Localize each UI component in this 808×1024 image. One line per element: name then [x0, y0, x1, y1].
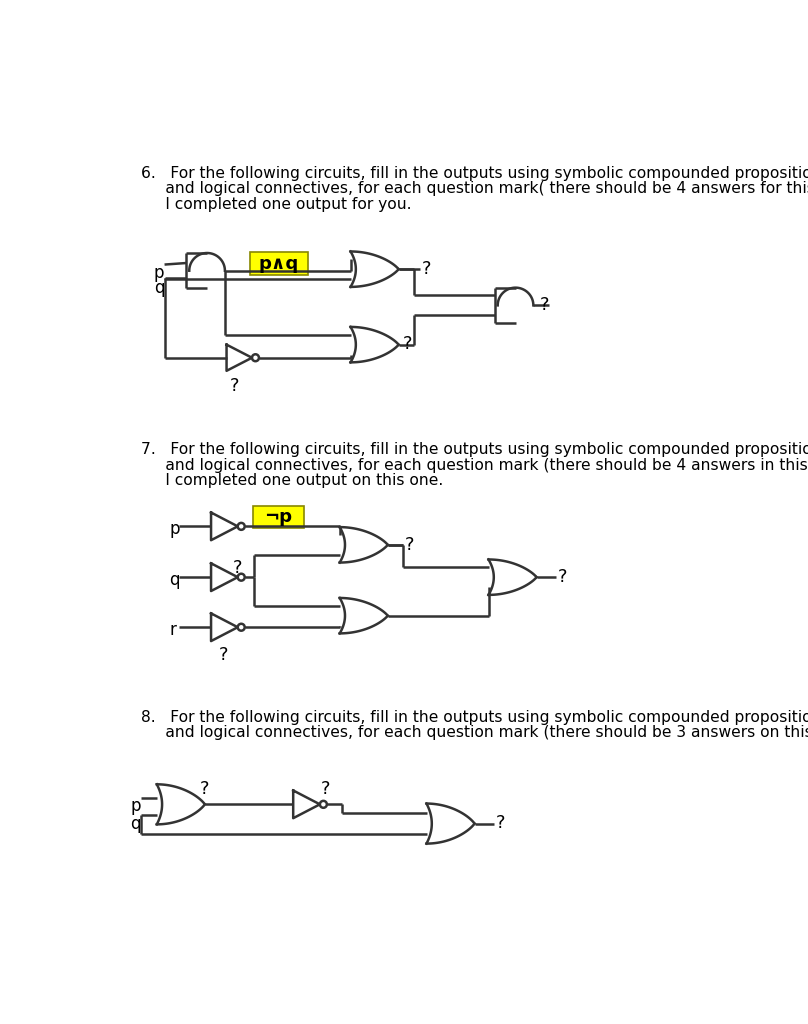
Text: ?: ?	[540, 296, 549, 314]
Text: ¬p: ¬p	[264, 508, 292, 526]
Text: and logical connectives, for each question mark( there should be 4 answers for t: and logical connectives, for each questi…	[141, 181, 808, 197]
Text: ?: ?	[320, 779, 330, 798]
Text: ?: ?	[405, 536, 415, 554]
Text: 7.   For the following circuits, fill in the outputs using symbolic compounded p: 7. For the following circuits, fill in t…	[141, 442, 808, 458]
Text: ?: ?	[229, 377, 239, 395]
Text: ?: ?	[402, 336, 412, 353]
Text: ?: ?	[200, 779, 209, 798]
Text: q: q	[130, 815, 141, 834]
Text: 8.   For the following circuits, fill in the outputs using symbolic compounded p: 8. For the following circuits, fill in t…	[141, 710, 808, 725]
Text: I completed one output on this one.: I completed one output on this one.	[141, 473, 444, 488]
Text: 6.   For the following circuits, fill in the outputs using symbolic compounded p: 6. For the following circuits, fill in t…	[141, 166, 808, 181]
Text: p: p	[154, 264, 164, 282]
Text: ?: ?	[422, 260, 431, 278]
Text: p: p	[169, 520, 179, 539]
Text: and logical connectives, for each question mark (there should be 4 answers in th: and logical connectives, for each questi…	[141, 458, 808, 473]
Text: p: p	[130, 797, 141, 815]
Text: ?: ?	[219, 646, 229, 664]
Text: ?: ?	[558, 568, 567, 586]
Bar	[250, 252, 308, 275]
Text: and logical connectives, for each question mark (there should be 3 answers on th: and logical connectives, for each questi…	[141, 725, 808, 740]
Text: I completed one output for you.: I completed one output for you.	[141, 197, 412, 212]
Text: q: q	[154, 280, 164, 297]
Text: r: r	[169, 622, 176, 639]
Text: p∧q: p∧q	[259, 255, 299, 272]
Text: ?: ?	[495, 814, 505, 833]
Text: ?: ?	[233, 559, 242, 577]
Bar	[253, 506, 304, 528]
Text: q: q	[169, 571, 179, 589]
